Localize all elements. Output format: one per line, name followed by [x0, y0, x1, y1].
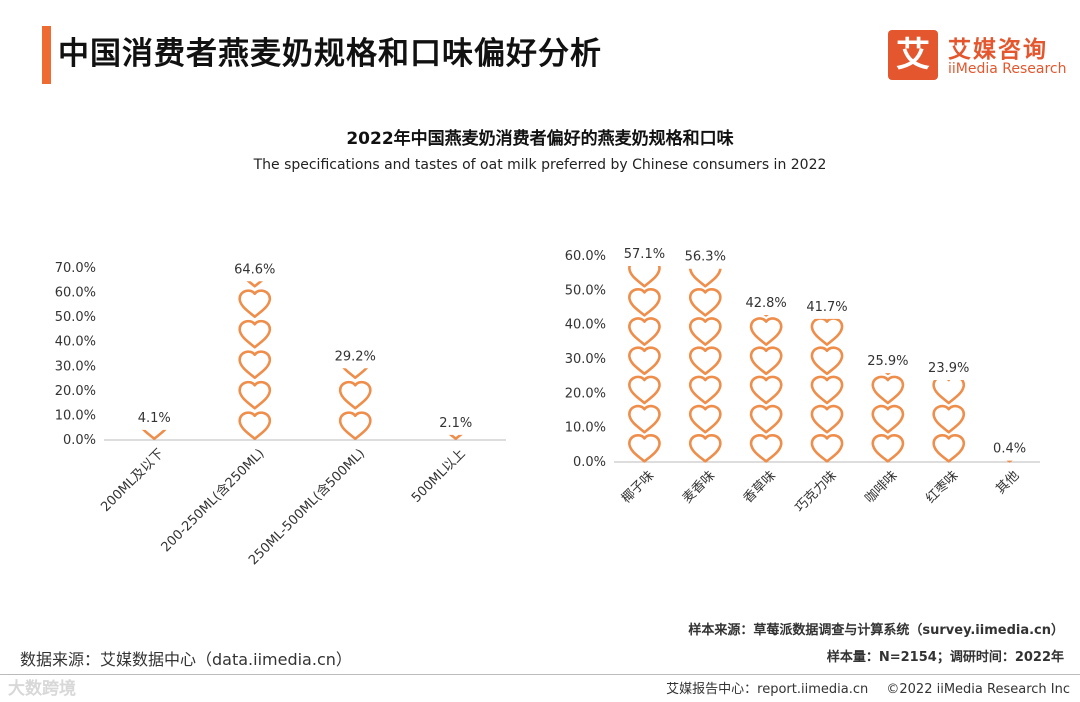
flavor-heart-icon — [690, 406, 720, 432]
flavor-ytick: 30.0% — [565, 352, 606, 367]
flavor-heart-icon — [812, 377, 842, 403]
flavor-bar-2 — [751, 260, 781, 461]
flavor-data-label-1: 56.3% — [685, 250, 726, 265]
spec-ytick: 0.0% — [63, 433, 96, 448]
flavor-heart-icon — [690, 348, 720, 374]
spec-category-label-0: 200ML及以下 — [98, 446, 167, 515]
heart-pictograph-charts: 0.0% 10.0% 20.0% 30.0% 40.0% 50.0% 60.0% 70.0% 4… — [0, 0, 1080, 620]
flavor-bar-3 — [812, 289, 842, 461]
flavor-category-label-2: 香草味 — [741, 468, 779, 506]
flavor-data-label-0: 57.1% — [624, 247, 665, 262]
flavor-category-label-6: 其他 — [993, 468, 1022, 497]
spec-data-label-3: 2.1% — [439, 416, 472, 431]
flavor-heart-icon — [629, 435, 659, 461]
flavor-heart-icon — [629, 318, 659, 344]
spec-heart-icon — [240, 352, 270, 378]
flavor-category-label-1: 麦香味 — [680, 468, 718, 506]
flavor-heart-icon — [873, 377, 903, 403]
flavor-heart-icon — [629, 289, 659, 315]
flavor-category-label-3: 巧克力味 — [792, 468, 839, 515]
footer-divider — [0, 674, 1080, 675]
flavor-category-label-0: 椰子味 — [619, 468, 657, 506]
flavor-heart-icon — [690, 289, 720, 315]
flavor-heart-icon — [690, 377, 720, 403]
flavor-bar-4 — [873, 318, 903, 461]
footer-report-link[interactable]: 艾媒报告中心：report.iimedia.cn — [666, 682, 868, 697]
spec-heart-icon — [340, 413, 370, 439]
spec-ytick: 30.0% — [55, 359, 96, 374]
flavor-heart-icon — [690, 435, 720, 461]
flavor-ytick: 40.0% — [565, 318, 606, 333]
spec-heart-icon — [139, 382, 169, 408]
spec-ytick: 10.0% — [55, 408, 96, 423]
flavor-heart-icon — [751, 348, 781, 374]
flavor-data-label-3: 41.7% — [806, 300, 847, 315]
footer-copyright: ©2022 iiMedia Research Inc — [886, 682, 1070, 697]
flavor-data-label-2: 42.8% — [745, 296, 786, 311]
flavor-heart-icon — [873, 318, 903, 344]
flavor-heart-icon — [629, 406, 659, 432]
spec-bar-1 — [240, 230, 270, 439]
spec-category-label-3: 500ML以上 — [409, 446, 469, 506]
flavor-bar-0 — [629, 231, 659, 462]
flavor-heart-icon — [873, 435, 903, 461]
spec-data-label-0: 4.1% — [138, 411, 171, 426]
spec-data-label-1: 64.6% — [234, 262, 275, 277]
flavor-heart-icon — [751, 406, 781, 432]
flavor-heart-icon — [934, 435, 964, 461]
flavor-heart-icon — [812, 406, 842, 432]
spec-heart-icon — [240, 382, 270, 408]
flavor-heart-icon — [751, 377, 781, 403]
flavor-heart-icon — [751, 435, 781, 461]
data-source: 数据来源：艾媒数据中心（data.iimedia.cn） — [20, 646, 352, 670]
sample-info: 样本量：N=2154；调研时间：2022年 — [827, 646, 1064, 665]
spec-heart-icon — [240, 321, 270, 347]
flavor-data-label-4: 25.9% — [867, 354, 908, 369]
footer: 艾媒报告中心：report.iimedia.cn ©2022 iiMedia R… — [652, 678, 1070, 697]
flavor-heart-icon — [812, 348, 842, 374]
flavor-category-label-4: 咖啡味 — [862, 468, 900, 506]
spec-heart-icon — [240, 291, 270, 317]
flavor-heart-icon — [995, 406, 1025, 432]
spec-category-label-1: 200-250ML(含250ML) — [158, 446, 268, 556]
flavor-ytick: 10.0% — [565, 421, 606, 436]
spec-bar-2 — [340, 321, 370, 439]
spec-ytick: 20.0% — [55, 384, 96, 399]
spec-heart-icon — [441, 382, 471, 408]
flavor-heart-icon — [751, 318, 781, 344]
flavor-data-label-5: 23.9% — [928, 361, 969, 376]
spec-heart-icon — [240, 413, 270, 439]
flavor-heart-icon — [934, 406, 964, 432]
spec-category-label-2: 250ML-500ML(含500ML) — [245, 446, 368, 569]
flavor-ytick: 20.0% — [565, 386, 606, 401]
flavor-heart-icon — [751, 260, 781, 286]
flavor-ytick: 50.0% — [565, 283, 606, 298]
flavor-heart-icon — [934, 377, 964, 403]
spec-ytick: 70.0% — [55, 261, 96, 276]
spec-heart-icon — [340, 321, 370, 347]
spec-data-label-2: 29.2% — [335, 349, 376, 364]
spec-ytick: 60.0% — [55, 286, 96, 301]
spec-heart-icon — [340, 382, 370, 408]
flavor-heart-icon — [812, 318, 842, 344]
flavor-bar-1 — [690, 231, 720, 462]
flavor-heart-icon — [629, 260, 659, 286]
sample-source: 样本来源：草莓派数据调查与计算系统（survey.iimedia.cn） — [688, 619, 1064, 638]
flavor-heart-icon — [812, 435, 842, 461]
spec-ytick: 50.0% — [55, 310, 96, 325]
flavor-heart-icon — [873, 406, 903, 432]
spec-ytick: 40.0% — [55, 335, 96, 350]
spec-heart-icon — [240, 230, 270, 256]
watermark: 大数跨境 — [8, 674, 76, 699]
flavor-data-label-6: 0.4% — [993, 442, 1026, 457]
flavor-heart-icon — [690, 318, 720, 344]
flavor-heart-icon — [629, 348, 659, 374]
flavor-heart-icon — [629, 377, 659, 403]
flavor-category-label-5: 红枣味 — [923, 468, 962, 507]
flavor-ytick: 0.0% — [573, 455, 606, 470]
flavor-ytick: 60.0% — [565, 249, 606, 264]
